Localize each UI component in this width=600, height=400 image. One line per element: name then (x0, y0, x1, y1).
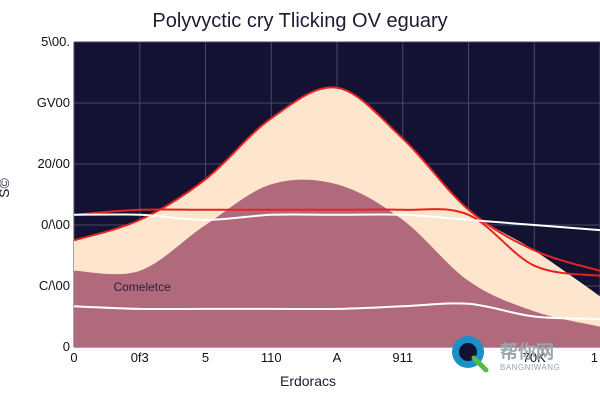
y-tick-label: 0/\00 (41, 217, 70, 232)
x-tick-label: 0f3 (131, 350, 149, 365)
y-tick-label: 5\00. (41, 34, 70, 49)
line-series-4 (73, 208, 600, 277)
x-tick-label: A (333, 350, 342, 365)
x-tick-label: 5 (202, 350, 209, 365)
watermark-subtext: BANGNIWANG (500, 363, 560, 372)
watermark: 帮你网 BANGNIWANG (452, 336, 560, 373)
y-tick-label: 20/00 (37, 156, 70, 171)
annotations: Comeletce (113, 280, 171, 294)
line-series-6 (73, 302, 600, 320)
y-tick-label: 0 (63, 339, 70, 354)
annotation-label: Comeletce (113, 280, 171, 294)
x-tick-label: 110 (261, 350, 282, 365)
x-tick-label: 70K (523, 350, 546, 365)
line-series (73, 86, 600, 320)
y-tick-label: C/\00 (39, 278, 70, 293)
area-series (74, 87, 600, 348)
area-series-2 (74, 179, 600, 347)
chart-title: Polyvyctic cry Tlicking OV eguary (152, 10, 447, 32)
x-tick-label: 1 (591, 350, 598, 365)
watermark-text: 帮你网 (500, 341, 554, 362)
y-tick-labels: 0 C/\00 0/\00 20/00 GV00 5\00. (37, 34, 70, 354)
line-series-5 (73, 213, 600, 232)
x-axis-label: Erdoracs (280, 373, 336, 389)
watermark-logo-tail (471, 355, 489, 373)
line-series-3 (73, 86, 600, 272)
y-axis-label: S© (0, 177, 12, 197)
x-tick-label: 0 (70, 350, 77, 365)
y-tick-label: GV00 (37, 95, 70, 110)
x-tick-label: 911 (392, 350, 413, 365)
